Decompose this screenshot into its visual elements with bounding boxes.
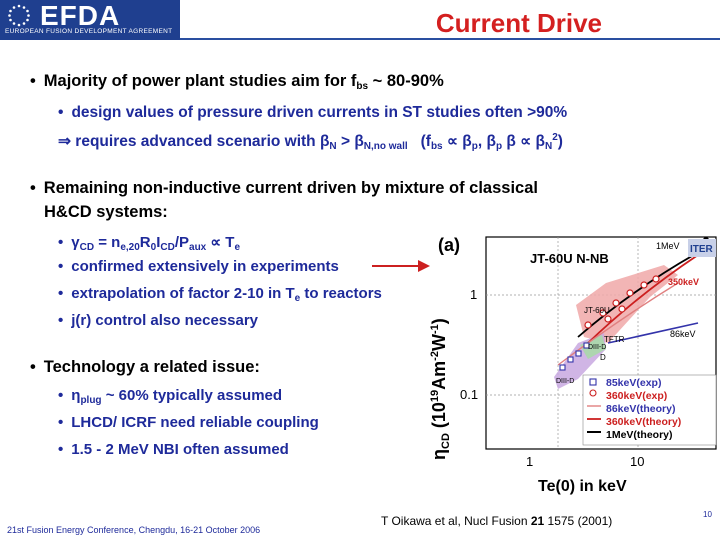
annot-86kev: 86keV (670, 329, 696, 339)
slide-header: EFDA EUROPEAN FUSION DEVELOPMENT AGREEME… (0, 0, 720, 40)
legend-85kev-exp: 85keV(exp) (606, 377, 661, 389)
curve-360kev-theory (587, 254, 699, 344)
subbullet-confirmed: • confirmed extensively in experiments (58, 258, 339, 275)
pointer-arrow (372, 260, 430, 272)
legend-86kev-theory: 86keV(theory) (606, 403, 675, 415)
subbullet-design-values: • design values of pressure driven curren… (58, 104, 568, 121)
svg-text:ηCD (1019Am-2W-1): ηCD (1019Am-2W-1) (429, 318, 452, 460)
subbullet-eta-plug: • ηplug ~ 60% typically assumed (58, 387, 283, 406)
points-85kev (559, 342, 590, 371)
subbullet-gamma-cd: • γCD = ne,20R0ICD/Paux ∝ Te (58, 234, 241, 253)
logo-text: EFDA (40, 0, 121, 31)
figure-legend: 85keV(exp) 360keV(exp) 86keV(theory) 360… (582, 374, 717, 446)
citation: T Oikawa et al, Nucl Fusion 21 1575 (200… (381, 514, 613, 528)
legend-1mev-theory: 1MeV(theory) (606, 429, 673, 441)
logo-subtitle: EUROPEAN FUSION DEVELOPMENT AGREEMENT (5, 28, 173, 35)
page-number: 10 (703, 510, 712, 519)
legend-360kev-theory: 360keV(theory) (606, 416, 681, 428)
annot-diiid-2: DIII-D (588, 344, 606, 351)
subbullet-extrapolation: • extrapolation of factor 2-10 in Te to r… (58, 285, 382, 304)
subbullet-jr-control: • j(r) control also necessary (58, 312, 259, 329)
bullet-remaining-current-line2: H&CD systems: (44, 203, 168, 221)
subbullet-nbi: • 1.5 - 2 MeV NBI often assumed (58, 441, 289, 458)
x-axis-label: Te(0) in keV (538, 478, 627, 495)
curve-86kev-theory (557, 282, 679, 366)
subbullet-advanced-scenario: ⇒ requires advanced scenario with βN > β… (58, 132, 563, 152)
subbullet-lhcd: • LHCD/ ICRF need reliable coupling (58, 414, 319, 431)
ytick-0.1: 0.1 (460, 387, 478, 402)
annot-iter: ITER (690, 244, 714, 255)
bullet-technology: • Technology a related issue: (30, 358, 260, 376)
legend-marker-360kev (589, 389, 597, 397)
y-axis-label: ηCD (1019Am-2W-1) (429, 318, 452, 460)
xtick-10: 10 (630, 454, 644, 469)
tftr-region (580, 335, 606, 359)
xtick-1: 1 (526, 454, 533, 469)
legend-marker-85kev (589, 378, 597, 386)
header-rule (180, 38, 720, 40)
annot-1mev: 1MeV (656, 241, 680, 251)
annot-jt60u: JT-60U (584, 306, 610, 315)
annot-tftr: TFTR (604, 335, 625, 344)
annot-350kev: 350keV (668, 277, 699, 287)
eu-stars-icon (8, 4, 30, 27)
annot-d: D (600, 353, 606, 362)
legend-360kev-exp: 360keV(exp) (606, 390, 667, 402)
jt60u-region (576, 265, 678, 343)
iter-box (688, 239, 716, 257)
bullet-power-plant: • Majority of power plant studies aim for… (30, 72, 444, 92)
slide-title: Current Drive (435, 8, 602, 38)
panel-label: (a) (438, 235, 460, 255)
cd-efficiency-figure: (a) ηCD (1019Am-2W-1) 1 0.1 1 10 Te(0) i… (429, 235, 717, 495)
annot-jt60-nnb: JT-60U N-NB (530, 251, 609, 266)
bullet-remaining-current: • Remaining non-inductive current driven … (30, 179, 538, 197)
efda-logo: EFDA EUROPEAN FUSION DEVELOPMENT AGREEME… (0, 0, 180, 40)
conference-footer: 21st Fusion Energy Conference, Chengdu, … (7, 525, 261, 535)
ytick-1: 1 (470, 287, 477, 302)
curve-86kev-line (607, 322, 699, 344)
annot-diiid-1: DIII-D (556, 378, 574, 385)
points-360kev (584, 275, 660, 329)
